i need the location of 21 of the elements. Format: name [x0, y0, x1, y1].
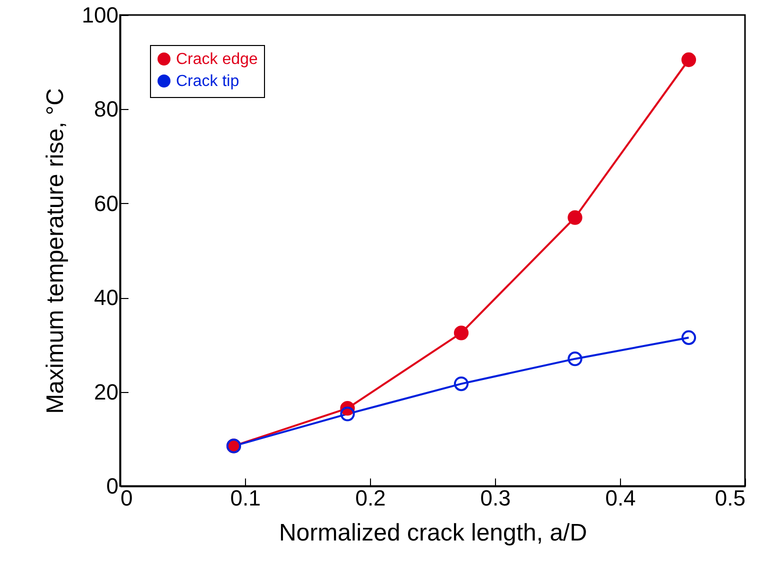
x-tick-label: 0.4 [605, 486, 636, 510]
point [681, 52, 696, 68]
x-tick-label: 0.1 [230, 486, 261, 510]
point [568, 210, 582, 225]
legend-label: Crack edge [176, 51, 258, 68]
y-tick-label: 20 [94, 379, 118, 404]
x-tick-label: 0.5 [714, 486, 746, 510]
x-tick-label: 0.2 [355, 486, 386, 510]
point [568, 352, 582, 366]
point [681, 330, 696, 345]
point [340, 406, 355, 422]
y-tick-label: 100 [82, 2, 118, 28]
y-tick-label: 80 [94, 96, 118, 122]
point [454, 326, 469, 340]
point [454, 376, 469, 392]
legend-label: Crack tip [176, 73, 240, 90]
x-tick-label: 0.3 [480, 486, 511, 510]
x-axis-title: Normalized crack length, a/D [278, 520, 588, 546]
y-tick-label: 60 [94, 190, 118, 216]
y-axis-title: Maximum temperature rise, °C [42, 88, 69, 414]
y-tick-label: 40 [94, 285, 118, 310]
